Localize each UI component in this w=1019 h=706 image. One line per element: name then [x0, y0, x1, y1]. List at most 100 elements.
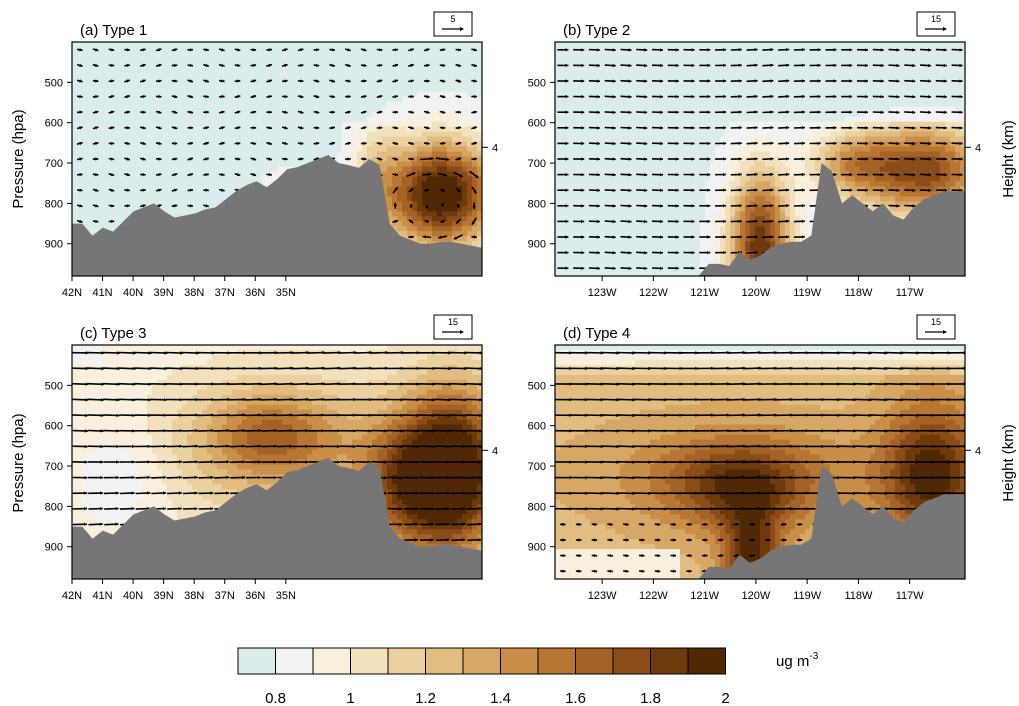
wind-vector	[281, 126, 288, 130]
heatmap-cell	[272, 141, 278, 148]
heatmap-cell	[92, 126, 98, 133]
heatmap-cell	[422, 126, 428, 133]
heatmap-cell	[232, 42, 238, 48]
wind-vector-head	[473, 190, 477, 194]
heatmap-cell	[257, 61, 263, 68]
heatmap-cell	[117, 81, 123, 88]
heatmap-cell	[272, 46, 278, 53]
heatmap-cell	[387, 96, 393, 103]
wind-vector-head	[473, 48, 477, 52]
heatmap-cell	[292, 42, 298, 48]
wind-vector	[234, 172, 241, 177]
heatmap-cell	[117, 66, 123, 73]
heatmap-cell	[77, 181, 83, 187]
heatmap-cell	[457, 76, 463, 83]
heatmap-cell	[237, 151, 243, 158]
wind-vector	[187, 173, 194, 177]
heatmap-cell	[292, 81, 298, 88]
heatmap-cell	[122, 201, 128, 207]
heatmap-cell	[262, 121, 268, 128]
wind-vector	[409, 204, 413, 208]
wind-vector-head	[126, 95, 130, 99]
heatmap-cell	[272, 42, 278, 48]
heatmap-cell	[157, 71, 163, 78]
heatmap-cell	[282, 151, 288, 158]
heatmap-cell	[352, 136, 358, 143]
heatmap-cell	[417, 116, 423, 123]
heatmap-cell	[262, 161, 268, 168]
heatmap-cell	[97, 196, 103, 202]
wind-vector	[360, 95, 367, 99]
heatmap-cell	[352, 76, 358, 83]
heatmap-cell	[437, 231, 443, 237]
heatmap-cell	[432, 136, 438, 143]
heatmap-cell	[422, 61, 428, 68]
heatmap-cell	[167, 161, 173, 168]
heatmap-cell	[117, 206, 123, 212]
wind-vector	[76, 126, 83, 130]
heatmap-cell	[162, 181, 168, 187]
heatmap-cell	[417, 231, 423, 237]
heatmap-cell	[92, 116, 98, 123]
wind-vector-head	[473, 63, 477, 67]
heatmap-cell	[367, 46, 373, 53]
heatmap-cell	[182, 171, 188, 178]
heatmap-cell	[362, 136, 368, 143]
heatmap-cell	[227, 141, 233, 148]
heatmap-cell	[187, 136, 193, 143]
wind-vector	[219, 94, 225, 99]
heatmap-cell	[227, 156, 233, 163]
heatmap-cell	[262, 141, 268, 148]
heatmap-cell	[277, 116, 283, 123]
heatmap-cell	[442, 51, 448, 58]
heatmap-cell	[357, 141, 363, 148]
heatmap-cell	[162, 76, 168, 83]
wind-vector-head	[284, 141, 288, 145]
wind-vector-head	[428, 172, 432, 177]
heatmap-cell	[372, 121, 378, 128]
heatmap-cell	[352, 116, 358, 123]
heatmap-cell	[402, 131, 408, 138]
wind-vector	[455, 126, 462, 130]
heatmap-cell	[87, 76, 93, 83]
heatmap-cell	[152, 86, 158, 93]
heatmap-cell	[377, 101, 383, 108]
heatmap-cell	[362, 121, 368, 128]
heatmap-cell	[97, 161, 103, 168]
wind-vector-head	[237, 126, 241, 130]
heatmap-cell	[142, 161, 148, 168]
heatmap-cell	[222, 86, 228, 93]
heatmap-cell	[322, 42, 328, 48]
heatmap-cell	[442, 126, 448, 133]
heatmap-cell	[92, 176, 98, 183]
heatmap-cell	[257, 136, 263, 143]
wind-vector-head	[457, 79, 462, 83]
heatmap-cell	[462, 206, 468, 212]
heatmap-cell	[382, 51, 388, 58]
heatmap-cell	[142, 81, 148, 88]
heatmap-cell	[402, 42, 408, 48]
heatmap-cell	[237, 51, 243, 58]
heatmap-cell	[112, 111, 118, 118]
heatmap-cell	[207, 42, 213, 48]
heatmap-cell	[197, 42, 203, 48]
heatmap-cell	[72, 126, 78, 133]
heatmap-cell	[77, 196, 83, 202]
heatmap-cell	[102, 106, 108, 113]
heatmap-cell	[437, 42, 443, 48]
wind-vector-head	[110, 172, 115, 177]
heatmap-cell	[427, 231, 433, 237]
wind-vector-head	[205, 110, 209, 114]
wind-vector	[108, 141, 115, 146]
heatmap-cell	[292, 141, 298, 148]
heatmap-cell	[272, 151, 278, 158]
heatmap-cell	[427, 216, 433, 222]
heatmap-cell	[262, 76, 268, 83]
heatmap-cell	[467, 66, 473, 73]
heatmap-cell	[232, 166, 238, 173]
heatmap-cell	[112, 42, 118, 48]
heatmap-cell	[387, 56, 393, 63]
heatmap-cell	[472, 51, 478, 58]
heatmap-cell	[317, 86, 323, 93]
heatmap-cell	[347, 126, 353, 133]
